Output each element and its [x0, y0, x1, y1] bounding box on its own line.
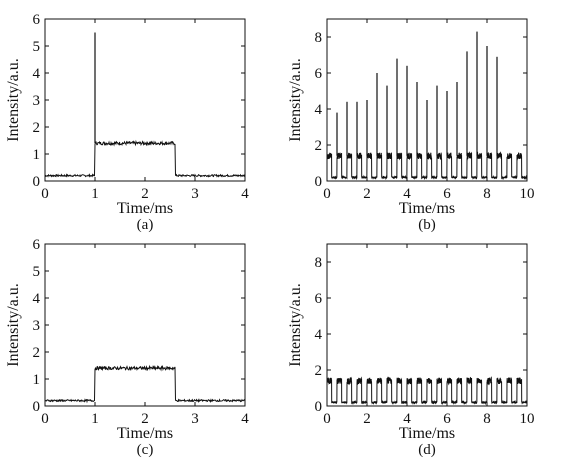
x-tick-label: 6	[443, 186, 451, 202]
y-tick-label: 5	[33, 39, 41, 55]
y-tick-label: 2	[315, 363, 323, 379]
y-tick-label: 4	[33, 291, 41, 307]
x-tick-label: 2	[141, 186, 149, 202]
panel-a: 0 1 2 3 4 0 1 2 3 4 5 6 Time/ms Intensity/a.u. (a)	[5, 12, 249, 233]
x-tick-label: 0	[323, 186, 331, 202]
x-tick-label: 4	[403, 411, 411, 427]
x-tick-label: 2	[141, 411, 149, 427]
x-tick-label: 0	[41, 186, 49, 202]
y-tick-label: 6	[315, 66, 323, 82]
y-tick-label: 1	[33, 372, 41, 388]
y-tick-label: 8	[315, 30, 323, 46]
y-axis-label: Intensity/a.u.	[287, 58, 304, 142]
y-tick-label: 4	[315, 102, 323, 118]
x-tick-label: 1	[91, 411, 99, 427]
panel-caption: (c)	[137, 442, 154, 458]
y-axis-label: Intensity/a.u.	[287, 283, 304, 367]
y-tick-label: 2	[315, 138, 323, 154]
plot-frame	[326, 18, 528, 182]
y-tick-label: 6	[33, 237, 41, 253]
y-tick-label: 2	[33, 345, 41, 361]
y-tick-label: 3	[33, 318, 41, 334]
x-tick-label: 4	[403, 186, 411, 202]
plot-frame	[44, 243, 246, 407]
y-tick-label: 0	[33, 399, 41, 415]
panel-caption: (a)	[137, 217, 154, 233]
y-axis-label: Intensity/a.u.	[5, 58, 22, 142]
x-tick-label: 2	[363, 186, 371, 202]
panel-caption: (b)	[418, 217, 436, 233]
x-tick-label: 8	[483, 186, 491, 202]
x-tick-label: 3	[191, 411, 199, 427]
y-tick-label: 2	[33, 120, 41, 136]
panel-b: 0 2 4 6 8 10 0 2 4 6 8 Time/ms Intensity/a.u. (b)	[287, 18, 535, 233]
plot-frame	[44, 18, 246, 182]
x-tick-label: 6	[443, 411, 451, 427]
x-tick-label: 10	[520, 411, 535, 427]
y-tick-label: 4	[33, 66, 41, 82]
panel-caption: (d)	[418, 442, 436, 458]
plot-frame	[326, 243, 528, 407]
y-tick-label: 3	[33, 93, 41, 109]
y-tick-label: 6	[315, 291, 323, 307]
x-axis-label: Time/ms	[117, 200, 173, 217]
panel-d: 0 2 4 6 8 10 0 2 4 6 8 Time/ms Intensity/a.u. (d)	[287, 243, 535, 458]
x-tick-label: 1	[91, 186, 99, 202]
y-tick-label: 0	[315, 174, 323, 190]
x-axis-label: Time/ms	[399, 200, 455, 217]
y-tick-label: 0	[33, 174, 41, 190]
y-axis-label: Intensity/a.u.	[5, 283, 22, 367]
signal-trace	[44, 139, 246, 178]
y-tick-label: 6	[33, 12, 41, 28]
y-tick-label: 0	[315, 399, 323, 415]
x-tick-label: 2	[363, 411, 371, 427]
x-tick-label: 8	[483, 411, 491, 427]
x-tick-label: 4	[241, 186, 249, 202]
y-tick-label: 8	[315, 255, 323, 271]
panel-c: 0 1 2 3 4 0 1 2 3 4 5 6 Time/ms Intensity/a.u. (c)	[5, 237, 249, 458]
signal-trace	[326, 151, 528, 181]
x-tick-label: 4	[241, 411, 249, 427]
y-tick-label: 1	[33, 147, 41, 163]
y-tick-label: 4	[315, 327, 323, 343]
x-tick-label: 3	[191, 186, 199, 202]
x-tick-label: 0	[323, 411, 331, 427]
y-tick-label: 5	[33, 264, 41, 280]
x-tick-label: 0	[41, 411, 49, 427]
signal-trace	[326, 376, 528, 406]
x-axis-label: Time/ms	[117, 425, 173, 442]
signal-trace	[44, 364, 246, 404]
x-axis-label: Time/ms	[399, 425, 455, 442]
x-tick-label: 10	[520, 186, 535, 202]
